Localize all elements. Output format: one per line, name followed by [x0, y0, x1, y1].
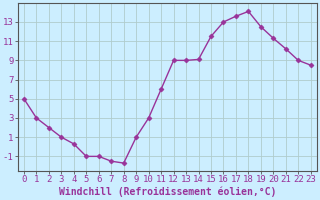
X-axis label: Windchill (Refroidissement éolien,°C): Windchill (Refroidissement éolien,°C) [59, 187, 276, 197]
